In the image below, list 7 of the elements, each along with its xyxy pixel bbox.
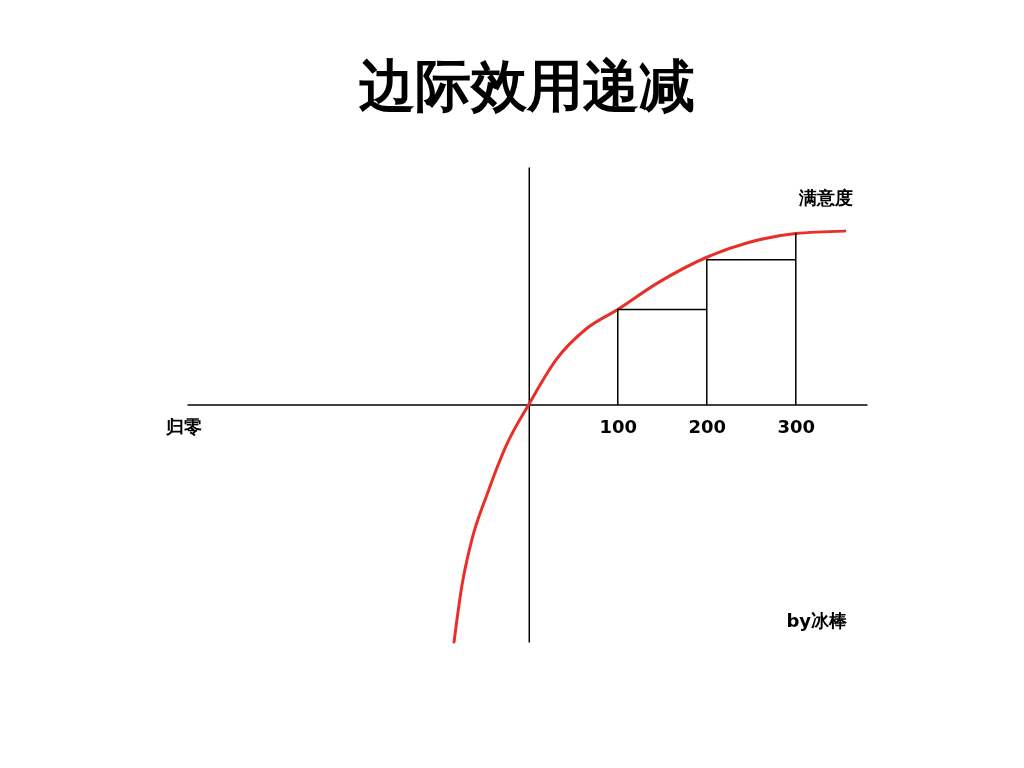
- x-tick-label: 200: [688, 416, 727, 437]
- x-tick-label: 300: [777, 416, 816, 437]
- x-tick-label: 100: [599, 416, 638, 437]
- y-axis-title: 满意度: [798, 186, 854, 208]
- chart-title: 边际效用递减: [359, 53, 695, 118]
- annotation: by冰棒: [786, 610, 848, 631]
- x-axis-title: 归零: [164, 416, 202, 437]
